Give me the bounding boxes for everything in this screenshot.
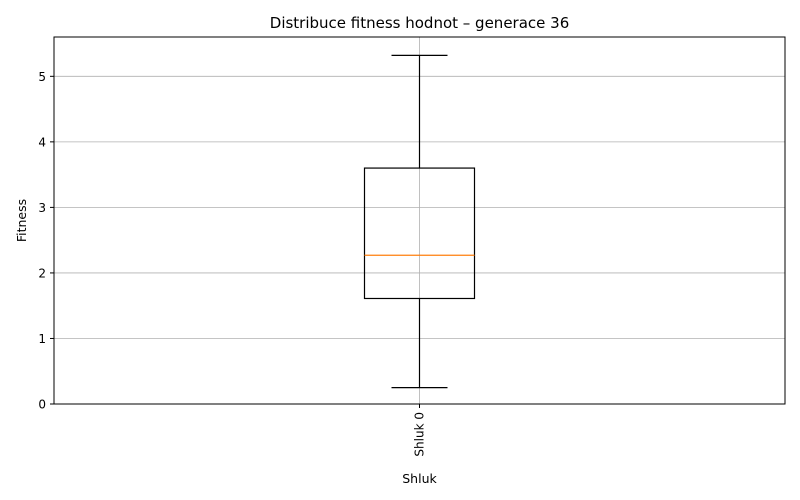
x-tick-label: Shluk 0 <box>413 412 427 457</box>
iqr-box <box>363 167 476 300</box>
y-tick-label: 0 <box>38 398 46 412</box>
chart-title: Distribuce fitness hodnot – generace 36 <box>270 14 569 32</box>
tick-layer: 0 1 2 3 4 5 Shluk 0 <box>38 70 426 457</box>
y-tick-label: 1 <box>38 332 46 346</box>
y-tick-label: 5 <box>38 70 46 84</box>
y-tick-label: 4 <box>38 135 46 149</box>
y-axis-label: Fitness <box>14 199 29 242</box>
x-axis-label: Shluk <box>402 471 437 486</box>
box-layer <box>363 54 476 389</box>
y-tick-label: 3 <box>38 201 46 215</box>
y-tick-label: 2 <box>38 266 46 280</box>
